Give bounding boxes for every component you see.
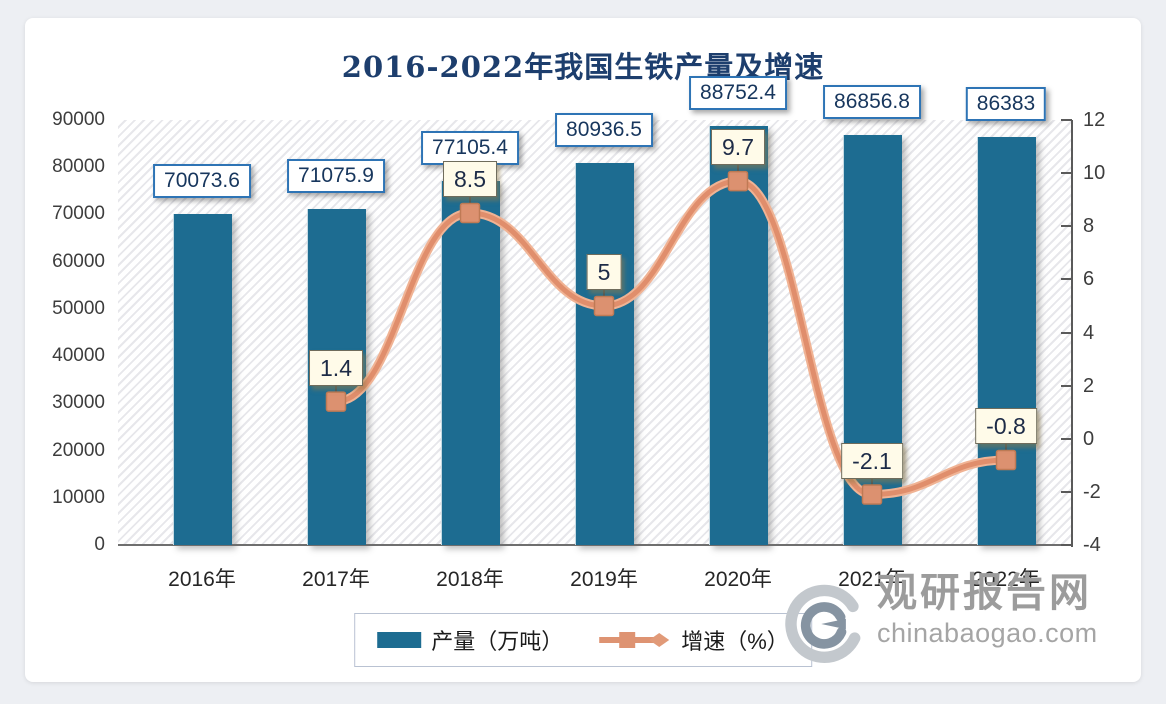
y-axis-label-right: 6 (1083, 268, 1095, 291)
bar-value-label: 86383 (965, 87, 1047, 122)
bar-series-swatch (377, 632, 422, 648)
y-axis-label-left: 60000 (52, 250, 105, 272)
bar-value-label: 71075.9 (287, 159, 385, 194)
chart-card: 2016-2022年我国生铁产量及增速 70073.6 71075.9 77105.… (25, 18, 1141, 682)
legend: 产量（万吨） 增速（%） (354, 613, 812, 667)
growth-value-label: 1.4 (309, 349, 363, 386)
bar (977, 137, 1036, 545)
growth-value-label: 9.7 (711, 129, 765, 166)
right-axis-line (1071, 120, 1073, 547)
legend-label-growth: 增速（%） (681, 629, 789, 654)
y-axis-label-left: 20000 (52, 439, 105, 461)
line-marker (995, 449, 1017, 471)
right-axis-tick (1061, 544, 1072, 546)
y-axis-label-left: 10000 (52, 486, 105, 508)
bar (575, 162, 634, 545)
y-axis-label-right: 12 (1083, 109, 1106, 131)
y-axis-label-right: 4 (1083, 321, 1095, 344)
watermark: 观研报告网 chinabaogao.com (773, 570, 1098, 668)
x-axis-label: 2019年 (570, 568, 638, 591)
x-axis-line (118, 544, 1073, 546)
growth-value-label: -0.8 (975, 408, 1037, 444)
x-axis-label: 2017年 (302, 568, 370, 591)
line-marker (861, 484, 883, 505)
line-marker (459, 202, 481, 224)
right-axis-tick (1061, 437, 1072, 440)
x-axis-label: 2018年 (436, 568, 504, 591)
bar-value-label: 80936.5 (555, 112, 653, 147)
line-series-glyph-icon (599, 632, 670, 648)
y-axis-label-left: 80000 (52, 156, 105, 178)
growth-line (333, 178, 1009, 498)
y-axis-label-right: 0 (1083, 427, 1095, 450)
x-axis-label: 2020年 (704, 568, 772, 591)
watermark-site-domain: chinabaogao.com (877, 618, 1098, 648)
right-axis-tick (1061, 119, 1072, 121)
y-axis-label-left: 0 (94, 534, 105, 555)
legend-item-production: 产量（万吨） (377, 624, 563, 656)
growth-value-label: 8.5 (443, 160, 497, 197)
y-axis-label-left: 50000 (52, 297, 105, 319)
y-axis-label-left: 90000 (52, 109, 105, 130)
y-axis-label-right: -2 (1083, 480, 1101, 503)
right-axis-tick (1061, 225, 1072, 228)
x-axis-label: 2016年 (168, 568, 236, 591)
growth-value-label: -2.1 (841, 442, 903, 479)
y-axis-label-left: 30000 (52, 392, 105, 414)
y-axis-label-left: 40000 (52, 345, 105, 367)
bar (441, 180, 500, 545)
growth-line-halo (331, 176, 1011, 500)
bar-value-label: 88752.4 (689, 75, 787, 110)
line-marker (325, 391, 347, 412)
x-axis-label: 2021年 (838, 568, 906, 591)
right-axis-tick (1061, 172, 1072, 175)
growth-value-label: 5 (586, 253, 622, 290)
x-axis-label: 2022年 (972, 568, 1040, 591)
bar-value-label: 86856.8 (823, 84, 921, 119)
right-axis-tick (1061, 331, 1072, 334)
plot-area: 70073.6 71075.9 77105.4 80936.5 88752.4 86856… (118, 75, 1073, 545)
line-marker (727, 170, 749, 192)
y-axis-label-right: 8 (1083, 215, 1095, 238)
y-axis-label-left: 70000 (52, 203, 105, 225)
line-marker (593, 295, 615, 317)
bar (173, 214, 232, 545)
right-axis-tick (1061, 384, 1072, 387)
legend-item-growth: 增速（%） (597, 624, 789, 656)
growth-line-chart (325, 165, 1017, 505)
legend-label-production: 产量（万吨） (431, 629, 564, 654)
right-axis-tick (1061, 278, 1072, 281)
chart-title: 2016-2022年我国生铁产量及增速 (341, 50, 825, 84)
y-axis-label-right: -4 (1083, 534, 1101, 556)
y-axis-label-right: 10 (1083, 162, 1106, 185)
bar-value-label: 70073.6 (153, 164, 251, 199)
right-axis-tick (1061, 490, 1072, 493)
y-axis-label-right: 2 (1083, 374, 1095, 397)
bar-value-label: 77105.4 (421, 130, 519, 165)
